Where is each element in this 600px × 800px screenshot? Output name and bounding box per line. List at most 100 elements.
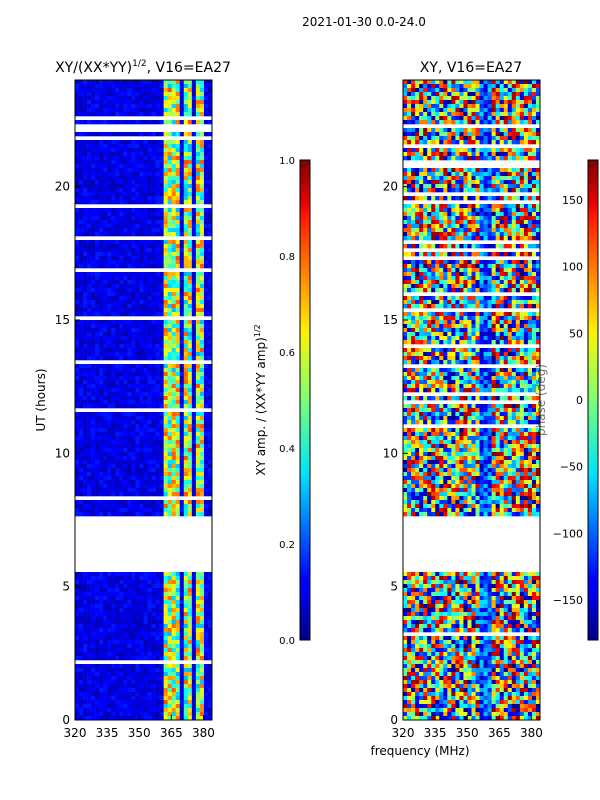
amplitude-heatmap-cell: [135, 684, 140, 689]
amplitude-heatmap-cell: [79, 100, 84, 105]
amplitude-heatmap-cell: [99, 272, 104, 277]
amplitude-heatmap-cell: [115, 616, 120, 621]
amplitude-heatmap-cell: [87, 244, 92, 249]
amplitude-heatmap-cell: [159, 608, 164, 613]
amplitude-heatmap-cell: [87, 600, 92, 605]
phase-heatmap-cell: [475, 84, 480, 89]
amplitude-heatmap-cell: [207, 452, 212, 457]
amplitude-heatmap-cell: [147, 220, 152, 225]
amplitude-heatmap-cell: [159, 372, 164, 377]
amplitude-heatmap-cell: [127, 140, 132, 145]
amplitude-heatmap-cell: [171, 248, 177, 253]
amplitude-heatmap-cell: [127, 144, 132, 149]
amplitude-heatmap-cell: [107, 296, 112, 301]
amplitude-heatmap-cell: [167, 444, 173, 449]
amplitude-heatmap-cell: [147, 508, 152, 513]
amplitude-heatmap-cell: [203, 216, 209, 221]
amplitude-heatmap-cell: [195, 612, 201, 617]
amplitude-heatmap-cell: [147, 612, 152, 617]
amplitude-heatmap-cell: [167, 664, 173, 669]
amplitude-heatmap-cell: [75, 356, 80, 361]
amplitude-heatmap-cell: [143, 444, 148, 449]
amplitude-heatmap-cell: [135, 164, 140, 169]
amplitude-heatmap-cell: [115, 260, 120, 265]
amplitude-heatmap-cell: [87, 220, 92, 225]
amplitude-heatmap-cell: [143, 428, 148, 433]
amplitude-heatmap-cell: [171, 140, 177, 145]
amplitude-heatmap-cell: [83, 208, 88, 213]
amplitude-heatmap-cell: [207, 272, 212, 277]
amplitude-heatmap-cell: [107, 248, 112, 253]
amplitude-heatmap-cell: [83, 312, 88, 317]
amplitude-heatmap-cell: [83, 140, 88, 145]
amplitude-heatmap-cell: [179, 672, 185, 677]
phase-heatmap-cell: [459, 88, 464, 93]
amplitude-heatmap-cell: [103, 196, 108, 201]
amplitude-heatmap-cell: [123, 484, 128, 489]
amplitude-heatmap-cell: [99, 144, 104, 149]
amplitude-heatmap-cell: [143, 104, 148, 109]
amplitude-heatmap-cell: [79, 416, 84, 421]
amplitude-heatmap-cell: [123, 304, 128, 309]
amplitude-heatmap-cell: [199, 240, 205, 245]
amplitude-heatmap-cell: [147, 620, 152, 625]
phase-heatmap-cell: [435, 112, 440, 117]
amplitude-heatmap-cell: [135, 672, 140, 677]
amplitude-heatmap-cell: [107, 392, 112, 397]
amplitude-heatmap-cell: [131, 504, 136, 509]
amplitude-heatmap-cell: [179, 200, 185, 205]
amplitude-heatmap-cell: [91, 148, 96, 153]
amplitude-heatmap-cell: [115, 196, 120, 201]
amplitude-heatmap-cell: [175, 632, 181, 637]
amplitude-heatmap-cell: [115, 468, 120, 473]
amplitude-heatmap-cell: [203, 224, 209, 229]
amplitude-heatmap-cell: [79, 104, 84, 109]
amplitude-heatmap-cell: [187, 596, 193, 601]
amplitude-heatmap-cell: [83, 396, 88, 401]
amplitude-heatmap-cell: [195, 404, 201, 409]
amplitude-heatmap-cell: [115, 424, 120, 429]
amplitude-heatmap-cell: [139, 372, 144, 377]
amplitude-heatmap-cell: [179, 156, 185, 161]
phase-heatmap-cell: [479, 116, 484, 121]
amplitude-heatmap-cell: [183, 668, 189, 673]
amplitude-heatmap-cell: [183, 164, 189, 169]
amplitude-heatmap-cell: [151, 96, 156, 101]
amplitude-heatmap-cell: [183, 604, 189, 609]
amplitude-heatmap-cell: [175, 252, 181, 257]
amplitude-heatmap-cell: [159, 492, 164, 497]
amplitude-heatmap-cell: [207, 580, 212, 585]
phase-heatmap-cell: [471, 128, 476, 133]
phase-heatmap-cell: [523, 84, 529, 89]
amplitude-heatmap-cell: [123, 664, 128, 669]
amplitude-heatmap-cell: [87, 488, 92, 493]
amplitude-heatmap-cell: [175, 388, 181, 393]
amplitude-heatmap-cell: [203, 388, 209, 393]
phase-heatmap-cell: [431, 128, 436, 133]
amplitude-heatmap-cell: [175, 652, 181, 657]
amplitude-heatmap-cell: [191, 364, 197, 369]
amplitude-heatmap-cell: [195, 96, 201, 101]
amplitude-heatmap-cell: [207, 604, 212, 609]
amplitude-heatmap-cell: [95, 152, 100, 157]
amplitude-heatmap-cell: [171, 416, 177, 421]
amplitude-heatmap-cell: [135, 612, 140, 617]
amplitude-heatmap-cell: [83, 488, 88, 493]
amplitude-heatmap-cell: [75, 248, 80, 253]
amplitude-heatmap-cell: [83, 572, 88, 577]
amplitude-heatmap-cell: [131, 172, 136, 177]
amplitude-heatmap-cell: [199, 456, 205, 461]
amplitude-heatmap-cell: [127, 132, 132, 137]
phase-heatmap-cell: [427, 108, 432, 113]
amplitude-heatmap-cell: [191, 464, 197, 469]
amplitude-heatmap-cell: [155, 320, 160, 325]
amplitude-heatmap-cell: [183, 416, 189, 421]
amplitude-heatmap-cell: [95, 628, 100, 633]
amplitude-heatmap-cell: [131, 464, 136, 469]
amplitude-heatmap-cell: [183, 224, 189, 229]
amplitude-heatmap-cell: [179, 180, 185, 185]
amplitude-heatmap-cell: [147, 272, 152, 277]
amplitude-heatmap-cell: [191, 436, 197, 441]
amplitude-heatmap-cell: [187, 348, 193, 353]
amplitude-heatmap-cell: [195, 588, 201, 593]
